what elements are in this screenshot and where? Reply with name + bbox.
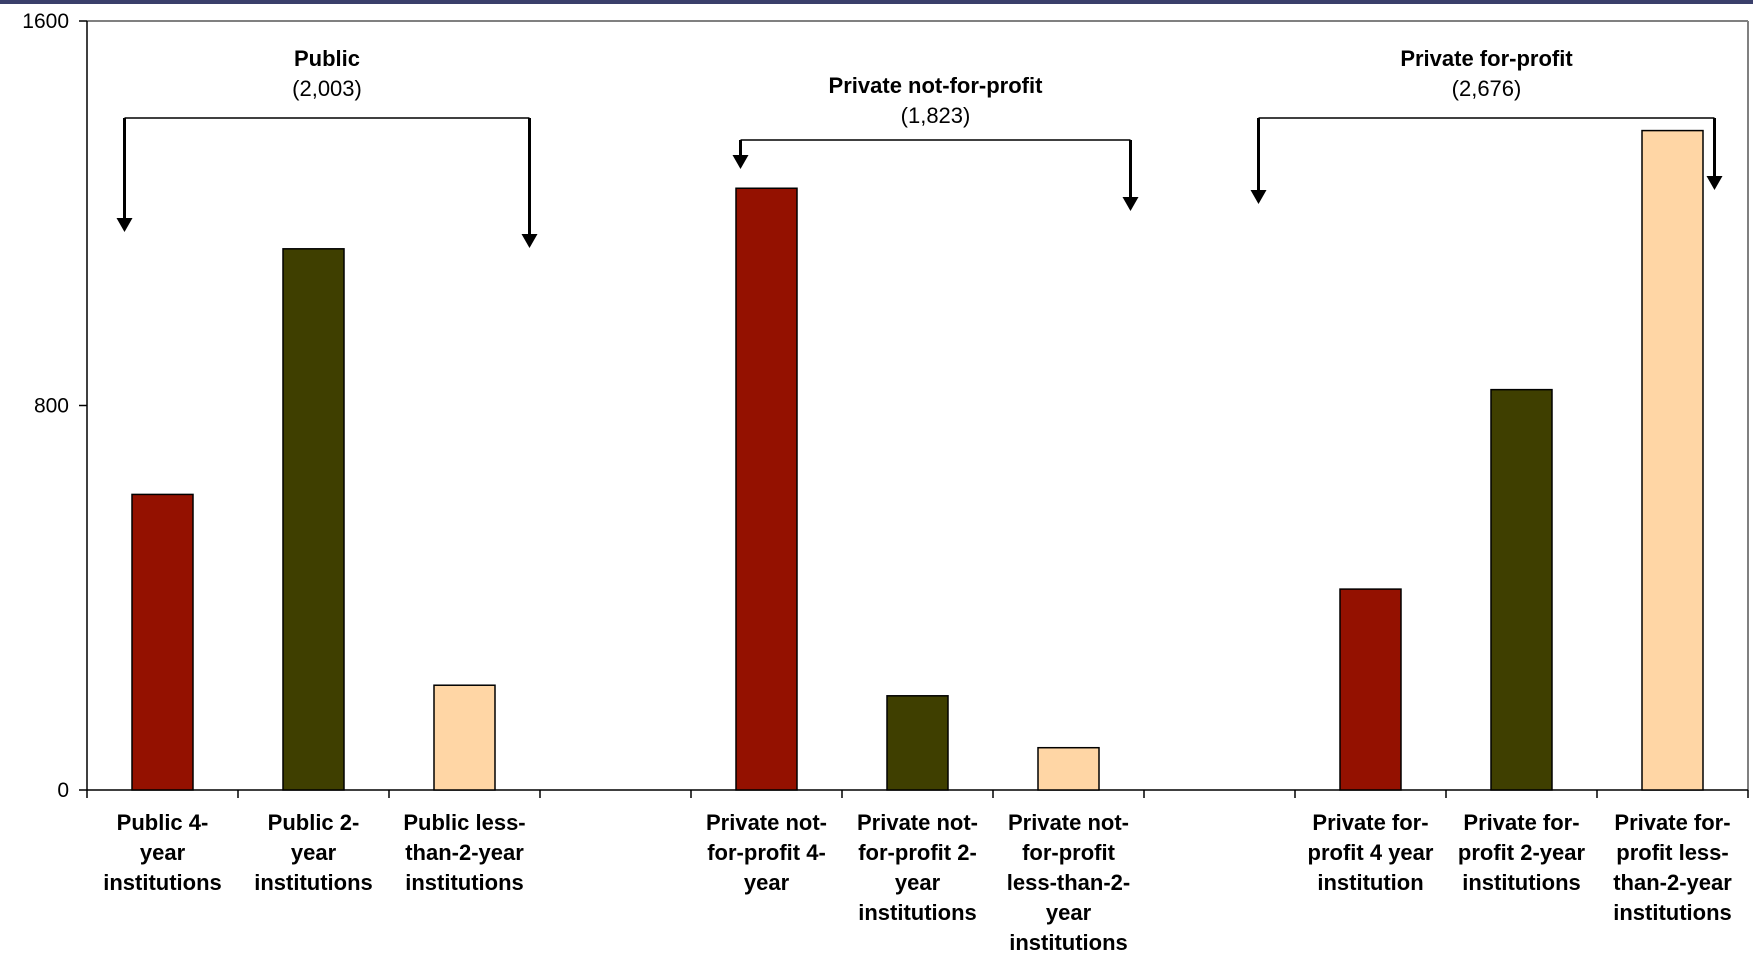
group-label: Private for-profit [1400,46,1573,71]
y-tick-label: 0 [57,779,69,802]
group-arrow-left-head [1250,190,1267,204]
bar-less_than_two_year [1037,746,1100,791]
y-tick-label: 800 [34,395,69,418]
group-arrow-left-head [732,155,749,169]
group-label: Private not-for-profit [829,73,1044,98]
bar-four_year [735,187,798,791]
y-axis: 0 800 1600 [22,10,88,802]
bar-two_year [886,695,949,791]
y-tick-label: 1600 [22,10,69,33]
x-category-label: Private not-for-profit less-than-2-year in… [1007,810,1130,955]
group-label: Public [294,46,360,71]
x-category-label: Private not-for-profit 4-year [706,810,827,895]
group-total: (2,003) [292,76,362,101]
x-category-label: Private not-for-profit 2-year institution… [857,810,978,925]
group-total: (1,823) [901,103,971,128]
bars [131,129,1704,791]
group-total: (2,676) [1452,76,1522,101]
x-category-label: Public 4-year institutions [103,810,222,895]
group-arrow-right-head [1122,197,1139,211]
x-axis: Public 4-year institutions Public 2-year in… [86,789,1749,955]
bar-two_year [1490,388,1553,791]
bar-two_year [282,248,345,791]
group-annotations: Public (2,003) Private not-for-profit (1,82… [116,46,1723,248]
x-category-label: Public 2-year institutions [254,810,373,895]
bar-four_year [1339,588,1402,791]
group-arrow-right-head [521,234,538,248]
group-arrow-right-head [1706,176,1723,190]
group-arrow-left-head [116,218,133,232]
bar-less_than_two_year [1641,129,1704,791]
bar-four_year [131,493,194,791]
x-category-label: Private for-profit 4 year institution [1308,810,1434,895]
bar-less_than_two_year [433,684,496,791]
x-category-label: Private for-profit 2-year institutions [1458,810,1586,895]
plot-area [87,20,1749,790]
x-category-label: Public less-than-2-year institutions [403,810,525,895]
top-border [0,0,1753,4]
x-category-label: Private for-profit less-than-2-year insti… [1613,810,1732,925]
